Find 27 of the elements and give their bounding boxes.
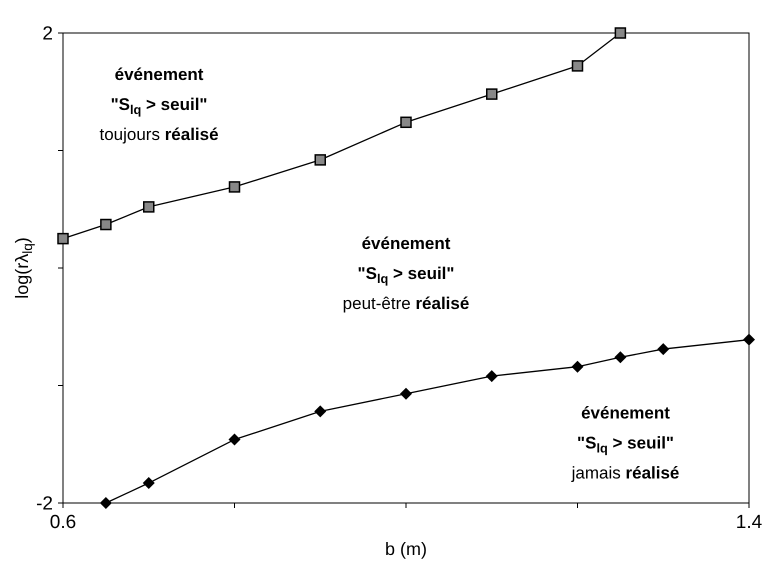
point	[486, 370, 498, 382]
point	[228, 181, 240, 193]
point	[486, 88, 498, 100]
point	[228, 434, 240, 446]
annotation: événement "S$_{lq}$ > seuil" peut-être réalisé	[342, 234, 470, 314]
point	[142, 477, 155, 490]
point	[614, 27, 626, 39]
point	[572, 360, 584, 373]
point	[143, 201, 154, 213]
point	[743, 334, 755, 346]
point	[100, 497, 112, 509]
x-axis-title: b (m)	[385, 539, 427, 559]
x-tick-label: 1.4	[736, 512, 763, 533]
annotation: événement "S$_{lq}$ > seuil" jamais réalisé	[570, 403, 680, 482]
point	[314, 405, 326, 418]
point	[657, 343, 670, 356]
point	[100, 218, 112, 230]
point	[572, 60, 584, 72]
point	[314, 154, 326, 166]
y-tick-label: -2	[36, 494, 53, 515]
point	[614, 351, 626, 364]
point	[400, 388, 412, 400]
point	[400, 116, 412, 128]
point	[57, 232, 69, 244]
x-tick-label: 0.6	[50, 512, 76, 533]
annotation: événement "S$_{lq}$ > seuil" toujours réalisé	[99, 65, 219, 144]
y-tick-label: 2	[42, 24, 53, 45]
